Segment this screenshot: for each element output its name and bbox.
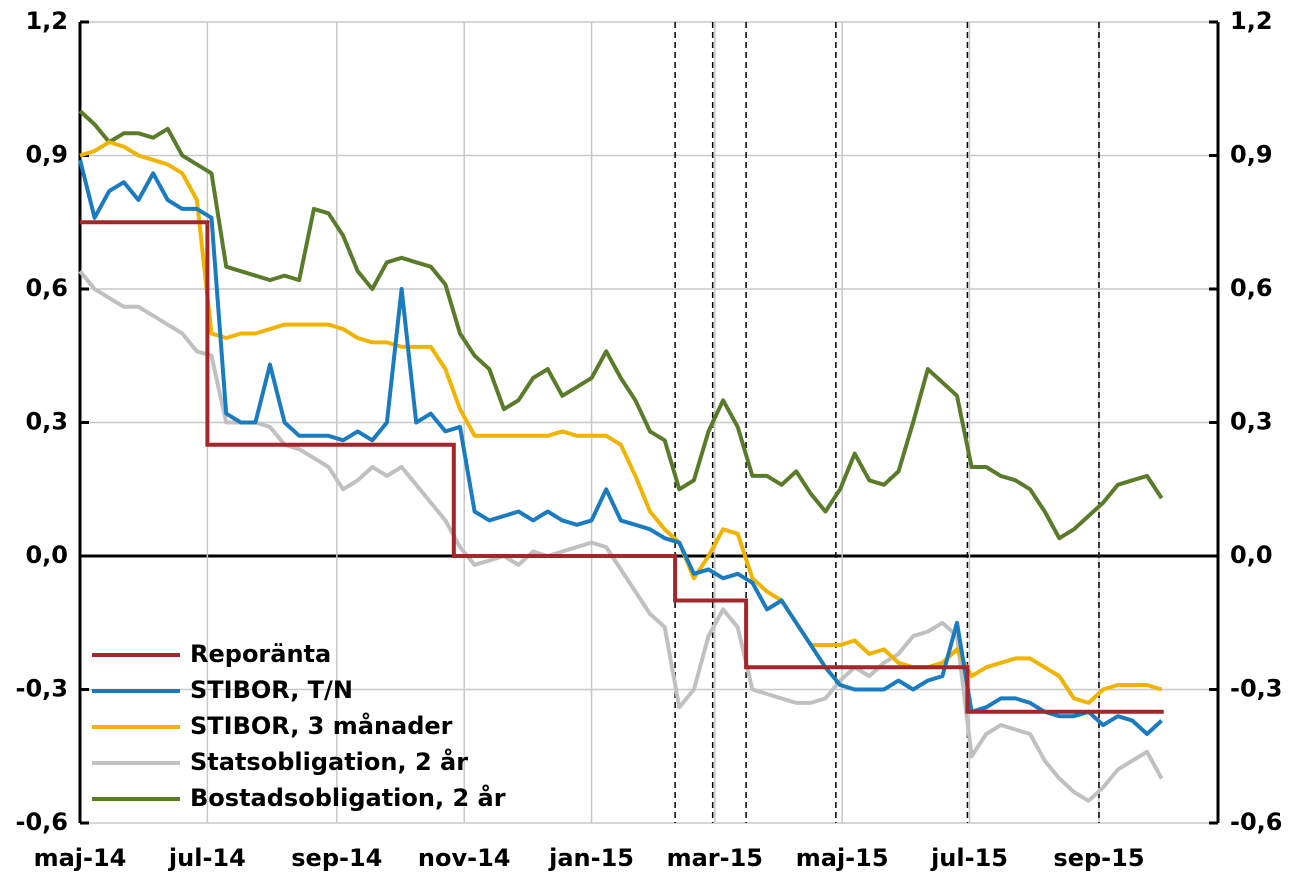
y-tick-label: 0,3 — [25, 408, 68, 436]
series-line — [80, 220, 1164, 714]
y2-tick-label: 0,0 — [1230, 541, 1273, 569]
x-tick-label: jul-14 — [168, 844, 246, 872]
y-tick-label: 1,2 — [25, 7, 68, 35]
x-tick-label: sep-14 — [291, 844, 382, 872]
x-tick-label: jul-15 — [930, 844, 1008, 872]
legend-label: Statsobligation, 2 år — [190, 747, 468, 776]
series-line — [78, 269, 1164, 803]
x-tick-label: jan-15 — [548, 844, 634, 872]
y2-tick-label: 0,3 — [1230, 408, 1273, 436]
y2-tick-label: 1,2 — [1230, 7, 1273, 35]
y-tick-label: 0,0 — [25, 541, 68, 569]
legend-label: Reporänta — [190, 640, 331, 668]
legend-label: STIBOR, T/N — [190, 676, 353, 704]
x-tick-label: sep-15 — [1053, 844, 1144, 872]
y-tick-label: -0,6 — [16, 808, 68, 836]
y2-tick-label: 0,9 — [1230, 141, 1273, 169]
y-tick-label: 0,9 — [25, 141, 68, 169]
x-tick-label: nov-14 — [418, 844, 511, 872]
legend-label: STIBOR, 3 månader — [190, 711, 453, 740]
legend-label: Bostadsobligation, 2 år — [190, 783, 506, 812]
y-tick-label: -0,3 — [16, 675, 68, 703]
y2-tick-label: -0,6 — [1230, 808, 1282, 836]
series-line — [78, 159, 1163, 736]
series-line — [79, 140, 1163, 705]
x-tick-label: maj-14 — [34, 844, 127, 872]
y-tick-label: 0,6 — [25, 274, 68, 302]
x-tick-label: mar-15 — [667, 844, 763, 872]
x-tick-label: maj-15 — [796, 844, 889, 872]
series-line — [78, 109, 1164, 541]
y2-tick-label: -0,3 — [1230, 675, 1282, 703]
y2-tick-label: 0,6 — [1230, 274, 1273, 302]
